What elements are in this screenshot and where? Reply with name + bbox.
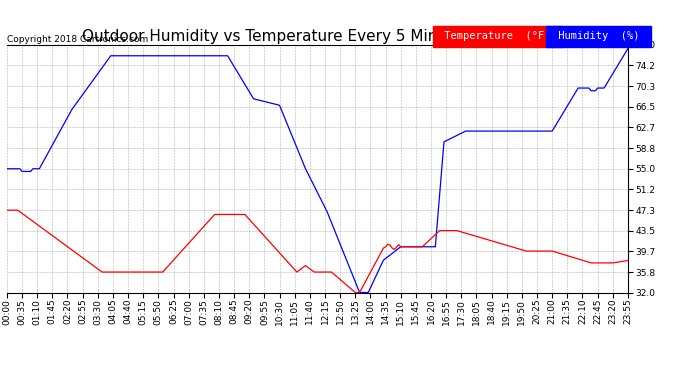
Text: Copyright 2018 Cartronics.com: Copyright 2018 Cartronics.com bbox=[7, 35, 148, 44]
Text: Humidity  (%): Humidity (%) bbox=[552, 32, 646, 41]
Text: Temperature  (°F): Temperature (°F) bbox=[438, 32, 557, 41]
Title: Outdoor Humidity vs Temperature Every 5 Minutes 20180127: Outdoor Humidity vs Temperature Every 5 … bbox=[82, 29, 553, 44]
